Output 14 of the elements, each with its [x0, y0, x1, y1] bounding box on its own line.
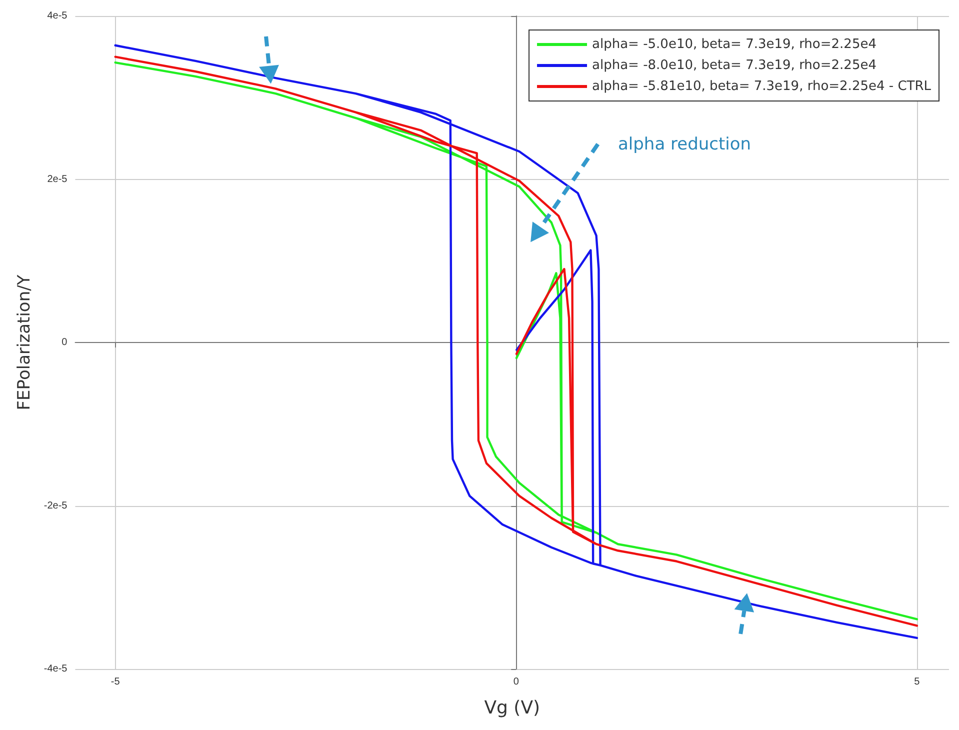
legend-label: alpha= -5.81e10, beta= 7.3e19, rho=2.25e4 - CTRL: [592, 79, 932, 94]
y-tick-label: 0: [62, 337, 68, 348]
y-tick-label: 4e-5: [47, 10, 68, 22]
y-axis-title: FEPolarization/Y: [14, 274, 34, 410]
x-axis-title: Vg (V): [484, 698, 540, 718]
x-tick-label: 0: [513, 676, 520, 688]
x-tick-label: -5: [110, 676, 120, 688]
annotation: alpha reduction: [618, 134, 752, 154]
x-tick-label: 5: [914, 676, 920, 688]
y-tick-label: -2e-5: [44, 500, 68, 512]
legend-label: alpha= -8.0e10, beta= 7.3e19, rho=2.25e4: [592, 58, 876, 73]
legend-label: alpha= -5.0e10, beta= 7.3e19, rho=2.25e4: [592, 37, 876, 52]
y-tick-label: -4e-5: [44, 664, 68, 674]
y-tick-label: 2e-5: [47, 174, 68, 185]
